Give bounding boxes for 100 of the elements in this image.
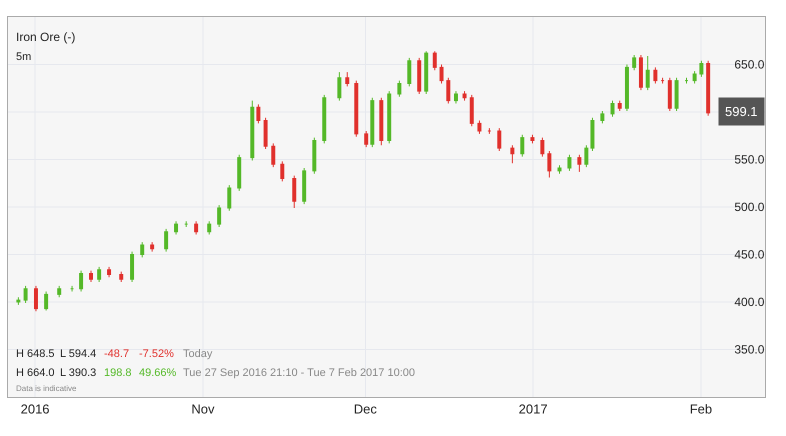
candlestick [16, 296, 20, 306]
candlestick [646, 55, 650, 91]
candlestick [79, 270, 84, 292]
candlestick [540, 137, 544, 158]
candlestick [624, 64, 629, 112]
candlestick [424, 50, 428, 94]
x-tick-label: Nov [191, 402, 215, 417]
candlestick [97, 266, 102, 283]
annotation: Tue 27 Sep 2016 21:10 - Tue 7 Feb 2017 10:00 [183, 367, 415, 379]
candlestick [440, 64, 444, 84]
candlestick [217, 204, 222, 228]
candlestick [653, 66, 658, 84]
candlestick [547, 150, 552, 178]
candlestick [345, 72, 350, 87]
candlestick [312, 137, 316, 174]
candlestick [397, 80, 402, 98]
candlestick [510, 144, 514, 164]
candlestick [280, 160, 284, 182]
x-tick-label: 2017 [518, 402, 548, 417]
candlestick [668, 77, 672, 112]
candlestick [237, 154, 242, 192]
y-tick-label: 650.0 [734, 58, 765, 72]
candlestick [470, 94, 474, 127]
candlestick [454, 90, 458, 104]
candlestick [227, 184, 232, 212]
y-tick-label: 550.0 [734, 152, 765, 167]
x-tick-label: Feb [690, 402, 712, 417]
candlestick [610, 100, 615, 118]
candlestick [364, 130, 368, 148]
candlestick [699, 60, 704, 78]
candlestick [207, 220, 212, 236]
candlestick [292, 175, 296, 208]
candlestick [130, 251, 134, 283]
y-tick-label: 350.0 [734, 342, 765, 357]
candlestick [387, 90, 392, 144]
candlestick [174, 220, 178, 236]
annotation: -48.7 [104, 348, 130, 360]
annotation: -7.52% [139, 348, 174, 360]
candlestick [44, 291, 48, 312]
candlestick [477, 120, 482, 134]
candlestick [407, 57, 412, 87]
candlestick [164, 228, 168, 252]
candlestick [577, 154, 582, 172]
x-tick-label: Dec [354, 402, 378, 417]
candlestick [107, 266, 112, 278]
candlestick [584, 144, 588, 168]
candlestick [618, 100, 622, 112]
candlestick [558, 164, 562, 174]
candlestick [487, 128, 492, 134]
candlestick [256, 104, 260, 124]
candlestick [271, 142, 276, 168]
candlestick [632, 54, 636, 71]
candlestick [432, 50, 437, 71]
candlestick [446, 77, 450, 104]
annotation: Data is indicative [16, 384, 78, 393]
candlestick [684, 77, 688, 84]
text: Iron Ore (-) [16, 30, 76, 44]
annotation: L 594.4 [60, 348, 96, 360]
candlestick [520, 134, 524, 158]
x-tick-label: 2016 [20, 402, 50, 417]
text: 5m [16, 51, 32, 63]
candlestick [57, 285, 62, 298]
candlestick [70, 285, 74, 292]
y-tick-label: 500.0 [734, 200, 765, 214]
candlestick [119, 271, 124, 283]
annotation: L 390.3 [60, 367, 96, 379]
candlestick [600, 110, 604, 124]
candlestick [692, 70, 697, 84]
candlestick [660, 77, 665, 84]
candlestick [194, 220, 198, 236]
candlestick [24, 285, 28, 304]
candlestick [337, 72, 342, 102]
candlestick [567, 154, 572, 172]
annotation: 198.8 [104, 367, 132, 379]
candlestick [150, 242, 154, 252]
candlestick [140, 242, 144, 258]
annotation: H 648.5 [16, 348, 55, 360]
candlestick [89, 270, 93, 283]
annotation: 599.1 [725, 104, 758, 119]
annotation: Today [183, 348, 213, 360]
candlestick [462, 90, 467, 102]
candlestick [302, 168, 306, 205]
candlestick [264, 117, 268, 150]
candlestick [590, 117, 594, 152]
candlestick [184, 220, 188, 228]
annotation: H 664.0 [16, 367, 55, 379]
annotation: 49.66% [139, 367, 177, 379]
candlestick [34, 285, 38, 312]
candlestick [250, 100, 254, 161]
candlestick [370, 97, 374, 148]
candlestick [674, 77, 679, 112]
candlestick [706, 60, 710, 116]
candlestick [497, 128, 502, 152]
y-tick-label: 450.0 [734, 248, 765, 262]
candlestick [354, 80, 358, 138]
candlestick [530, 134, 534, 144]
candlestick [417, 57, 422, 94]
candlestick [638, 54, 643, 91]
candlestick [379, 97, 384, 146]
y-tick-label: 400.0 [734, 295, 765, 310]
